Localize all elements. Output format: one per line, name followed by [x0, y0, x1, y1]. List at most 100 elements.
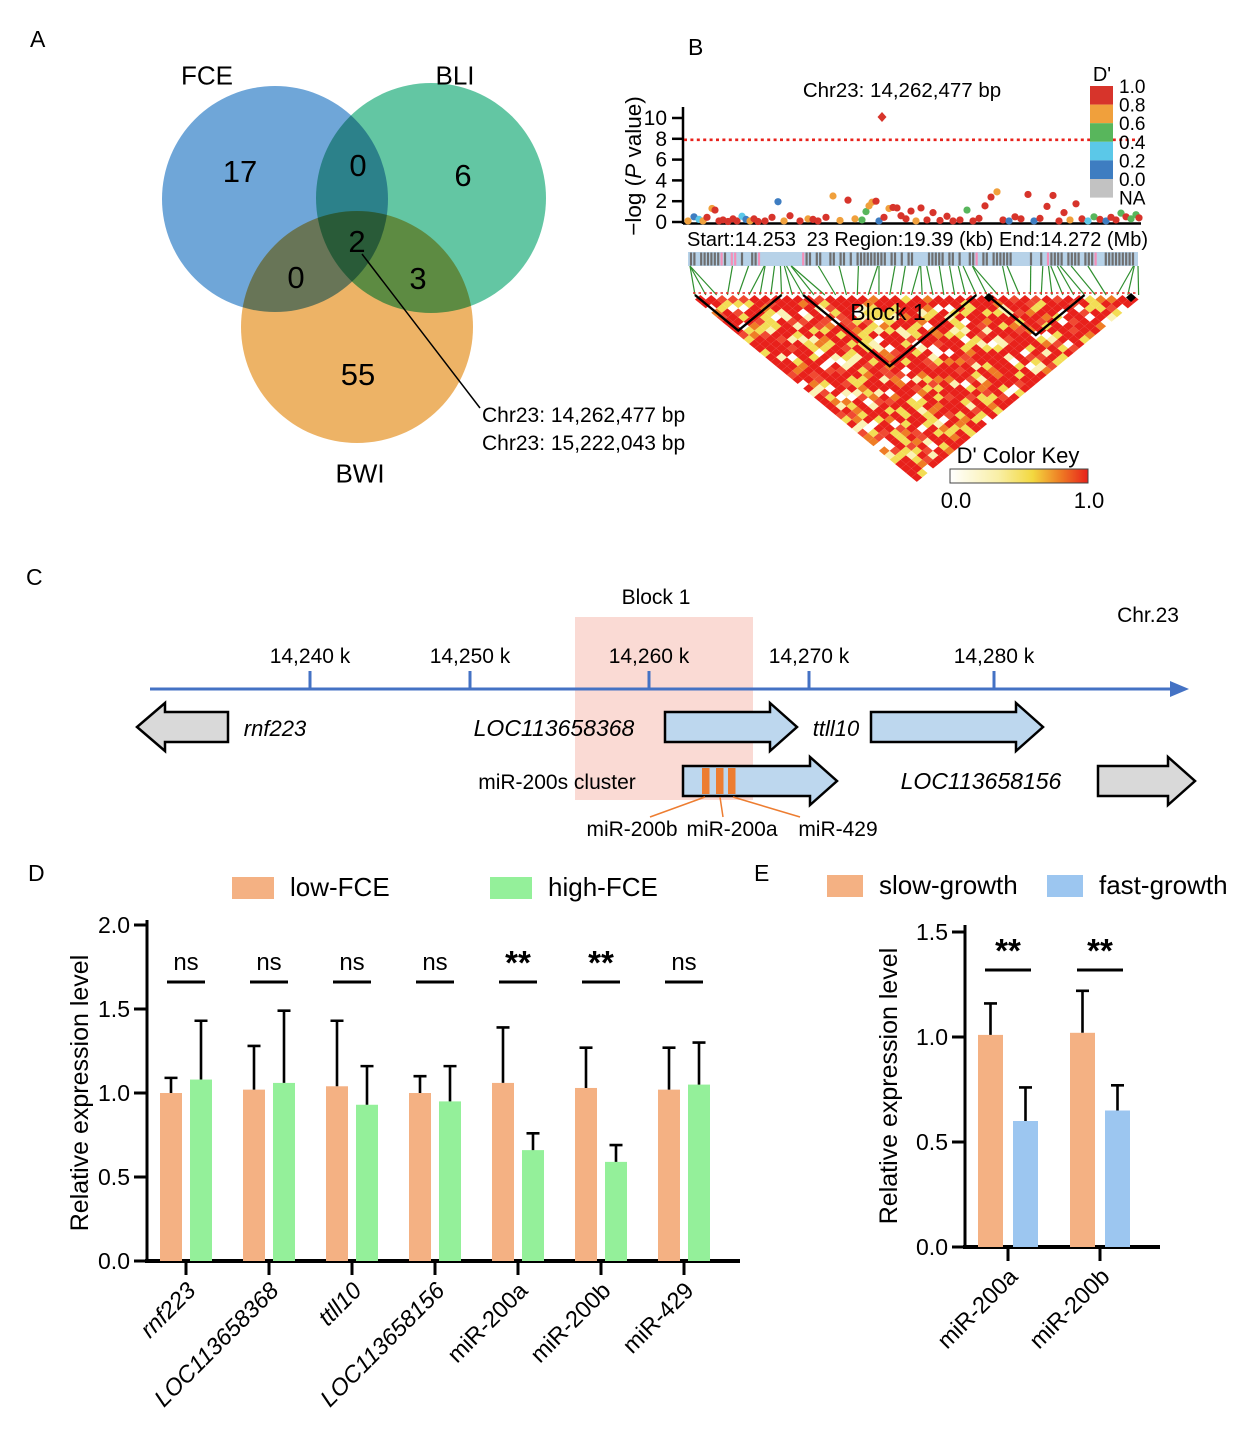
- ld-cell: [943, 321, 955, 331]
- y-axis-title: Relative expression level: [66, 955, 94, 1232]
- ld-cell: [770, 357, 782, 367]
- ld-cell: [857, 321, 869, 331]
- dprime-legend-label: 0.0: [1119, 170, 1145, 191]
- ld-cell: [824, 303, 836, 313]
- ld-cell: [868, 392, 879, 402]
- ld-cell: [1003, 335, 1015, 344]
- fan-line: [791, 265, 826, 296]
- ld-cell: [960, 388, 971, 398]
- expression-bar-chart-growth: 0.0 0.5 1.0 1.5 Relative expression level ** m…: [875, 919, 1160, 1354]
- fan-line: [948, 265, 956, 296]
- ld-cell: [1052, 339, 1063, 349]
- venn-count-all: 2: [348, 224, 366, 259]
- ld-cell: [895, 326, 906, 336]
- ld-cell: [981, 335, 993, 344]
- snp-point: [1066, 216, 1074, 224]
- ld-cell: [835, 392, 847, 402]
- snp-point: [943, 212, 951, 220]
- ld-cell: [943, 348, 955, 358]
- ld-cell: [1057, 317, 1069, 327]
- fan-line: [1006, 265, 1021, 296]
- ld-cell: [873, 379, 885, 389]
- block1-label: Block 1: [850, 299, 925, 325]
- ld-cell: [895, 432, 906, 442]
- ld-cell: [738, 330, 750, 340]
- ld-cell: [1052, 295, 1063, 304]
- ld-cell: [1008, 348, 1020, 358]
- ld-block-outline-right: [986, 294, 1086, 337]
- snp-point: [796, 217, 804, 225]
- ld-cell: [824, 321, 836, 331]
- ld-cell: [992, 379, 1004, 389]
- ld-cell: [759, 295, 771, 304]
- ld-cell: [873, 388, 885, 398]
- ld-cell: [846, 321, 858, 331]
- ld-cell: [1041, 366, 1053, 376]
- ld-cell: [922, 339, 934, 349]
- ld-top-diamond: [984, 293, 994, 302]
- ld-cell: [1084, 330, 1096, 340]
- snp-point: [917, 204, 925, 212]
- ld-cell: [960, 326, 971, 336]
- ld-cell: [819, 317, 831, 327]
- ld-cell: [922, 375, 934, 384]
- ld-cell: [868, 303, 879, 313]
- ld-cell: [905, 361, 917, 371]
- ld-cell: [884, 326, 896, 336]
- snp-point: [829, 192, 837, 200]
- ld-cell: [905, 379, 917, 389]
- venn-annotation-connector: [361, 253, 481, 409]
- fan-line: [783, 265, 793, 296]
- y-tick-label: 2: [655, 190, 667, 213]
- ld-cell: [911, 384, 923, 393]
- slow-growth-swatch: [827, 874, 863, 897]
- ld-cell: [738, 312, 750, 322]
- ld-cell: [1111, 299, 1123, 309]
- ld-cell: [911, 446, 923, 456]
- ld-cell: [933, 348, 944, 358]
- fan-line: [1050, 265, 1064, 296]
- ld-cell: [1057, 326, 1069, 336]
- ld-cell: [835, 410, 847, 420]
- ld-cell: [732, 317, 744, 327]
- bar-low-FCE-LOC113658368: [243, 1089, 265, 1261]
- fan-line: [1087, 265, 1107, 296]
- snp-point: [768, 213, 776, 221]
- ld-cell: [954, 419, 966, 429]
- snp-point: [872, 197, 880, 205]
- ld-cell: [776, 352, 787, 362]
- venn-count-bwi: 55: [340, 357, 376, 392]
- error-bar: [526, 1132, 540, 1151]
- ld-cell: [857, 312, 869, 322]
- x-annotation-region: 23 Region:19.39 (kb): [807, 229, 994, 251]
- ld-cell: [933, 303, 944, 313]
- ld-cell: [1052, 348, 1063, 358]
- ld-cell: [846, 348, 858, 358]
- ld-cell: [981, 343, 993, 353]
- color-key-title: D' Color Key: [957, 443, 1080, 468]
- ld-cell: [797, 326, 809, 336]
- fan-line: [1047, 265, 1053, 296]
- ld-cell: [792, 295, 804, 304]
- x-category-label: ttll10: [313, 1277, 366, 1330]
- fan-line: [1116, 265, 1134, 296]
- ld-cell: [749, 339, 760, 349]
- ld-cell: [911, 419, 923, 429]
- ld-cell: [1079, 308, 1090, 318]
- fan-line: [910, 265, 921, 296]
- ld-cell: [1008, 392, 1020, 402]
- snp-point: [893, 204, 901, 212]
- x-category-label: miR-429: [617, 1277, 698, 1358]
- legend-label: slow-growth: [879, 870, 1018, 900]
- ld-cell: [1008, 330, 1020, 340]
- snp-point: [851, 215, 859, 223]
- ld-cell: [1062, 295, 1074, 304]
- snp-point: [963, 206, 971, 214]
- ld-cell: [954, 437, 966, 447]
- legend-item-slow-growth: slow-growth: [827, 870, 1018, 901]
- ld-cell: [808, 317, 820, 327]
- ld-cell: [954, 312, 966, 322]
- ld-cell: [857, 303, 869, 313]
- ld-cell: [1068, 326, 1080, 336]
